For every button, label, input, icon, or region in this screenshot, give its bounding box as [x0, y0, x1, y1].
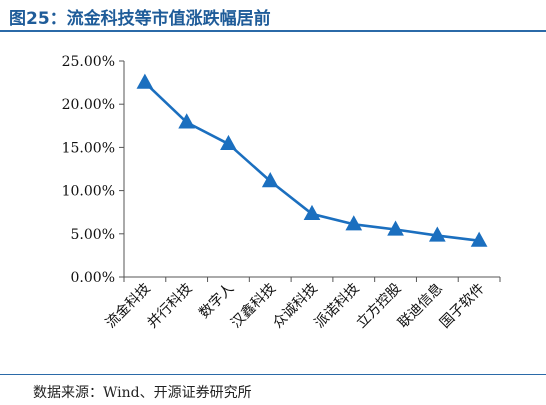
y-tick-label: 25.00% [62, 54, 115, 70]
source-divider [0, 374, 546, 375]
data-point-marker [178, 113, 196, 129]
line-chart: 0.00% 5.00% 10.00% 15.00% 20.00% 25.00% 流金科技并… [62, 54, 501, 332]
data-point-marker [470, 231, 488, 247]
series-layer [136, 73, 488, 247]
x-tick-label: 国子软件 [437, 281, 488, 332]
data-point-marker [387, 220, 404, 236]
y-tick-label: 20.00% [62, 97, 115, 113]
x-tick-label: 数字人 [196, 281, 237, 322]
data-point-marker [261, 172, 279, 188]
x-tick-label: 立方控股 [353, 281, 404, 332]
data-point-marker [136, 73, 154, 89]
source-note: 数据来源：Wind、开源证券研究所 [33, 385, 252, 401]
data-point-marker [303, 204, 321, 221]
y-tick-label: 0.00% [71, 270, 115, 286]
x-tick-label: 众诚科技 [270, 281, 321, 332]
x-tick-label: 联迪信息 [395, 280, 447, 332]
x-tick-label: 派诺科技 [312, 281, 363, 332]
x-tick-label: 汉鑫科技 [227, 280, 279, 332]
y-tick-label: 10.00% [62, 184, 115, 200]
data-point-marker [220, 134, 237, 151]
y-tick-labels: 0.00% 5.00% 10.00% 15.00% 20.00% 25.00% [62, 54, 115, 286]
y-tick-label: 5.00% [71, 227, 115, 243]
title-bar: 图25：流金科技等市值涨跌幅居前 [0, 0, 546, 32]
x-tick-label: 流金科技 [103, 281, 154, 332]
chart-title: 图25：流金科技等市值涨跌幅居前 [9, 9, 271, 29]
x-tick-label: 并行科技 [145, 281, 196, 332]
chart-axes [119, 60, 501, 282]
title-divider [0, 30, 546, 32]
data-point-marker [428, 226, 446, 242]
y-tick-label: 15.00% [62, 140, 115, 156]
data-point-marker [345, 215, 363, 231]
